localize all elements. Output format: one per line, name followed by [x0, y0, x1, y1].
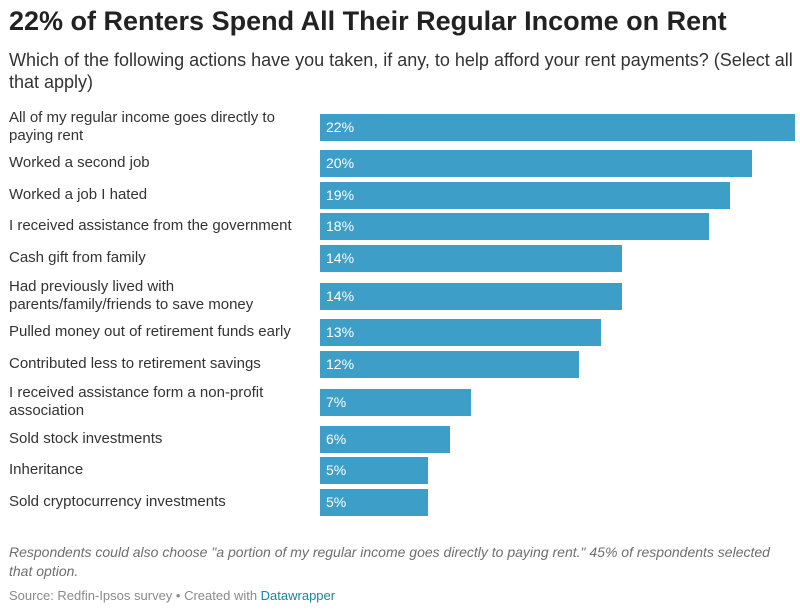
- chart-subtitle: Which of the following actions have you …: [9, 50, 793, 92]
- bar: [320, 114, 795, 141]
- category-label: I received assistance form a non-profit …: [9, 384, 264, 419]
- bar-value-label: 19%: [326, 187, 355, 203]
- bar: [320, 426, 450, 453]
- bar-value-label: 13%: [326, 324, 355, 340]
- chart-title: 22% of Renters Spend All Their Regular I…: [9, 6, 727, 36]
- category-label: Cash gift from family: [9, 249, 146, 266]
- bar: [320, 389, 471, 416]
- category-label: Sold stock investments: [9, 430, 163, 447]
- bar: [320, 283, 622, 310]
- chart-footer: Source: Redfin-Ipsos survey • Created wi…: [9, 587, 794, 605]
- bar: [320, 213, 709, 240]
- bar: [320, 489, 428, 516]
- bar-value-label: 14%: [326, 288, 355, 304]
- datawrapper-link[interactable]: Datawrapper: [260, 588, 336, 603]
- footer-separator: •: [172, 588, 185, 603]
- created-with-text: Created with: [184, 588, 261, 603]
- source-text: Source: Redfin-Ipsos survey: [9, 588, 173, 603]
- bar-value-label: 5%: [326, 494, 347, 510]
- bar-value-label: 7%: [326, 394, 347, 410]
- category-label: Worked a job I hated: [9, 186, 148, 203]
- bar-value-label: 20%: [326, 155, 355, 171]
- bar-value-label: 6%: [326, 431, 347, 447]
- category-label: Inheritance: [9, 461, 84, 478]
- bar-value-label: 14%: [326, 250, 355, 266]
- category-label: I received assistance from the governmen…: [9, 217, 292, 234]
- category-label: All of my regular income goes directly t…: [9, 109, 275, 144]
- bar-value-label: 18%: [326, 218, 355, 234]
- category-label: Contributed less to retirement savings: [9, 355, 261, 372]
- category-label: Sold cryptocurrency investments: [9, 493, 226, 510]
- bar: [320, 457, 428, 484]
- bar-value-label: 5%: [326, 462, 347, 478]
- bar: [320, 182, 730, 209]
- category-label: Had previously lived with parents/family…: [9, 278, 254, 313]
- category-label: Worked a second job: [9, 154, 150, 171]
- bar: [320, 351, 579, 378]
- bar-value-label: 12%: [326, 356, 355, 372]
- bar-value-label: 22%: [326, 119, 355, 135]
- bar: [320, 245, 622, 272]
- bar: [320, 150, 752, 177]
- bar: [320, 319, 601, 346]
- chart-note: Respondents could also choose "a portion…: [9, 544, 770, 579]
- category-label: Pulled money out of retirement funds ear…: [9, 323, 291, 340]
